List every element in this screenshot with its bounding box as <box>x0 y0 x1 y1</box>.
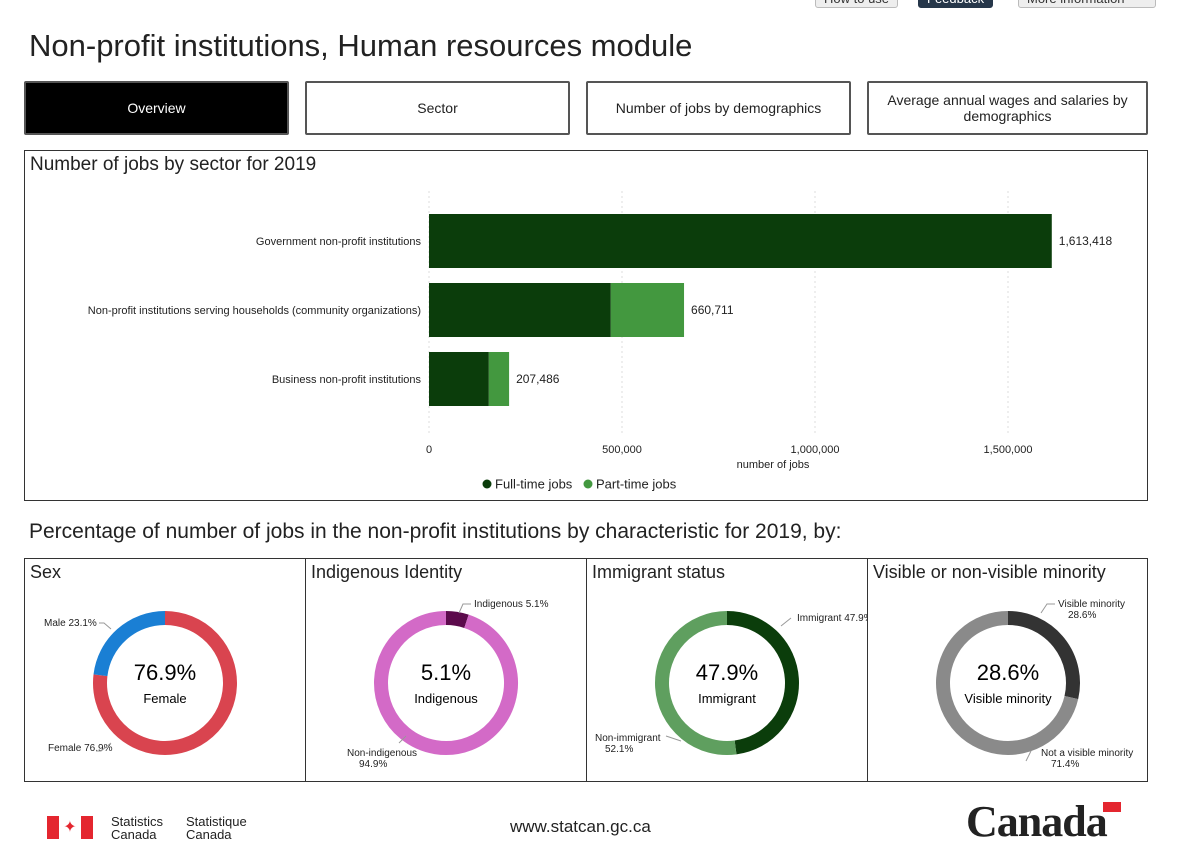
label-name: Non-indigenous <box>347 748 417 759</box>
donut-title: Indigenous Identity <box>311 562 463 582</box>
bar-total-label: 207,486 <box>516 372 560 386</box>
bar-chart: 0 500,000 1,000,000 1,500,000 number of jobs… <box>88 191 1113 492</box>
donut-section-title: Percentage of number of jobs in the non-… <box>29 520 842 543</box>
statcan-logo: ✦ <box>47 816 93 839</box>
donut-segment-label: Indigenous 5.1% <box>474 599 549 610</box>
leader-line <box>780 617 792 627</box>
donut-segment <box>93 611 237 755</box>
statcan-fr: Statistique Canada <box>186 814 247 842</box>
leader-line <box>1040 603 1055 614</box>
donut-segment <box>374 611 518 755</box>
x-tick-label: 500,000 <box>602 444 642 456</box>
leader-line <box>458 603 471 614</box>
bar-part-time <box>610 283 685 337</box>
x-tick-label: 1,000,000 <box>791 444 840 456</box>
wordmark-flag-icon <box>1103 802 1121 812</box>
how-to-use-button[interactable]: How to use <box>815 0 899 8</box>
tab-jobs-by-demographics[interactable]: Number of jobs by demographics <box>586 81 851 135</box>
donut-chart: Indigenous 5.1% Non-indigenous 94.9% 5.1% In… <box>347 599 549 770</box>
legend-marker <box>482 479 492 489</box>
donut-segment <box>726 611 799 755</box>
donut-center-label: Visible minority <box>964 691 1052 706</box>
bar-chart-title: Number of jobs by sector for 2019 <box>30 154 317 175</box>
bar-full-time <box>429 352 489 406</box>
donut-segment-label: Male 23.1% <box>44 618 97 629</box>
donut-segment-label: Immigrant 47.9% <box>797 613 867 624</box>
donut-chart: Female 76.9% Male 23.1% 76.9% Female <box>44 611 237 755</box>
label-value: 94.9% <box>359 759 387 770</box>
label-name: Non-immigrant <box>595 733 661 744</box>
bar-full-time <box>429 214 1052 268</box>
x-tick-label: 1,500,000 <box>984 444 1033 456</box>
donut-chart: Visible minority 28.6%Not a visible minor… <box>936 599 1133 770</box>
leader-line <box>398 735 407 744</box>
donut-center-label: Female <box>143 691 186 706</box>
donut-segment-label: Visible minority 28.6% <box>1058 599 1125 621</box>
donut-panel-4: Visible or non-visible minority Visible m… <box>867 558 1148 782</box>
donut-segment-label: Not a visible minority 71.4% <box>1041 748 1133 770</box>
donut-center-percent: 5.1% <box>421 660 471 685</box>
tab-overview[interactable]: Overview <box>24 81 289 135</box>
donut-center-percent: 28.6% <box>977 660 1039 685</box>
donut-segment <box>445 611 469 629</box>
donut-segment <box>93 611 166 677</box>
bar-total-label: 1,613,418 <box>1059 234 1113 248</box>
feedback-button[interactable]: Feedback <box>918 0 994 8</box>
leader-line <box>665 735 682 742</box>
donut-chart: Immigrant 47.9% Non-immigrant 52.1% 47.9% Im… <box>595 611 867 755</box>
donut-segment <box>936 611 1079 755</box>
legend-label: Full-time jobs <box>495 477 573 492</box>
statcan-en: Statistics Canada <box>111 814 164 842</box>
bar-full-time <box>429 283 611 337</box>
statcan-url[interactable]: www.statcan.gc.ca <box>510 817 651 836</box>
leader-line <box>1025 750 1032 762</box>
donut-panel-2: Indigenous Identity Indigenous 5.1% Non-in… <box>305 558 587 782</box>
label-name: Visible minority <box>1058 599 1125 610</box>
label-value: 52.1% <box>605 744 633 755</box>
donut-segment-label: Female 76.9% <box>48 743 113 754</box>
donut-title: Visible or non-visible minority <box>873 562 1106 582</box>
maple-leaf-icon: ✦ <box>63 819 77 836</box>
leader-line <box>99 622 112 630</box>
donut-center-percent: 47.9% <box>696 660 758 685</box>
legend-label: Part-time jobs <box>596 477 677 492</box>
donut-panel-3: Immigrant status Immigrant 47.9% Non-immig… <box>586 558 868 782</box>
legend-marker <box>583 479 593 489</box>
donut-center-percent: 76.9% <box>134 660 196 685</box>
category-label: Non-profit institutions serving househol… <box>88 305 421 317</box>
bar-total-label: 660,711 <box>691 303 734 317</box>
donut-segment <box>655 611 737 755</box>
category-label: Business non-profit institutions <box>272 374 422 386</box>
donut-segment-label: Non-immigrant 52.1% <box>595 733 661 755</box>
page-title: Non-profit institutions, Human resources… <box>29 28 693 63</box>
label-value: 28.6% <box>1068 610 1096 621</box>
tab-sector[interactable]: Sector <box>305 81 570 135</box>
label-name: Not a visible minority <box>1041 748 1133 759</box>
donut-segment <box>1007 611 1080 700</box>
bar-part-time <box>488 352 510 406</box>
category-label: Government non-profit institutions <box>256 236 422 248</box>
donut-panel-1: Sex Female 76.9% Male 23.1% 76.9% Female <box>24 558 306 782</box>
donut-segment-label: Non-indigenous 94.9% <box>347 748 417 770</box>
donut-center-label: Indigenous <box>414 691 478 706</box>
canada-wordmark: Canada <box>966 797 1108 846</box>
donut-title: Sex <box>30 562 62 582</box>
donut-center-label: Immigrant <box>698 691 756 706</box>
label-value: 71.4% <box>1051 759 1079 770</box>
more-information-button[interactable]: More information <box>1018 0 1156 8</box>
bar-chart-panel: Number of jobs by sector for 2019 0 500,0… <box>24 150 1148 501</box>
tab-wages-by-demographics[interactable]: Average annual wages and salaries by dem… <box>867 81 1148 135</box>
x-tick-label: 0 <box>426 444 432 456</box>
x-axis-label: number of jobs <box>737 459 810 471</box>
leader-line <box>96 742 112 752</box>
donut-title: Immigrant status <box>592 562 726 582</box>
